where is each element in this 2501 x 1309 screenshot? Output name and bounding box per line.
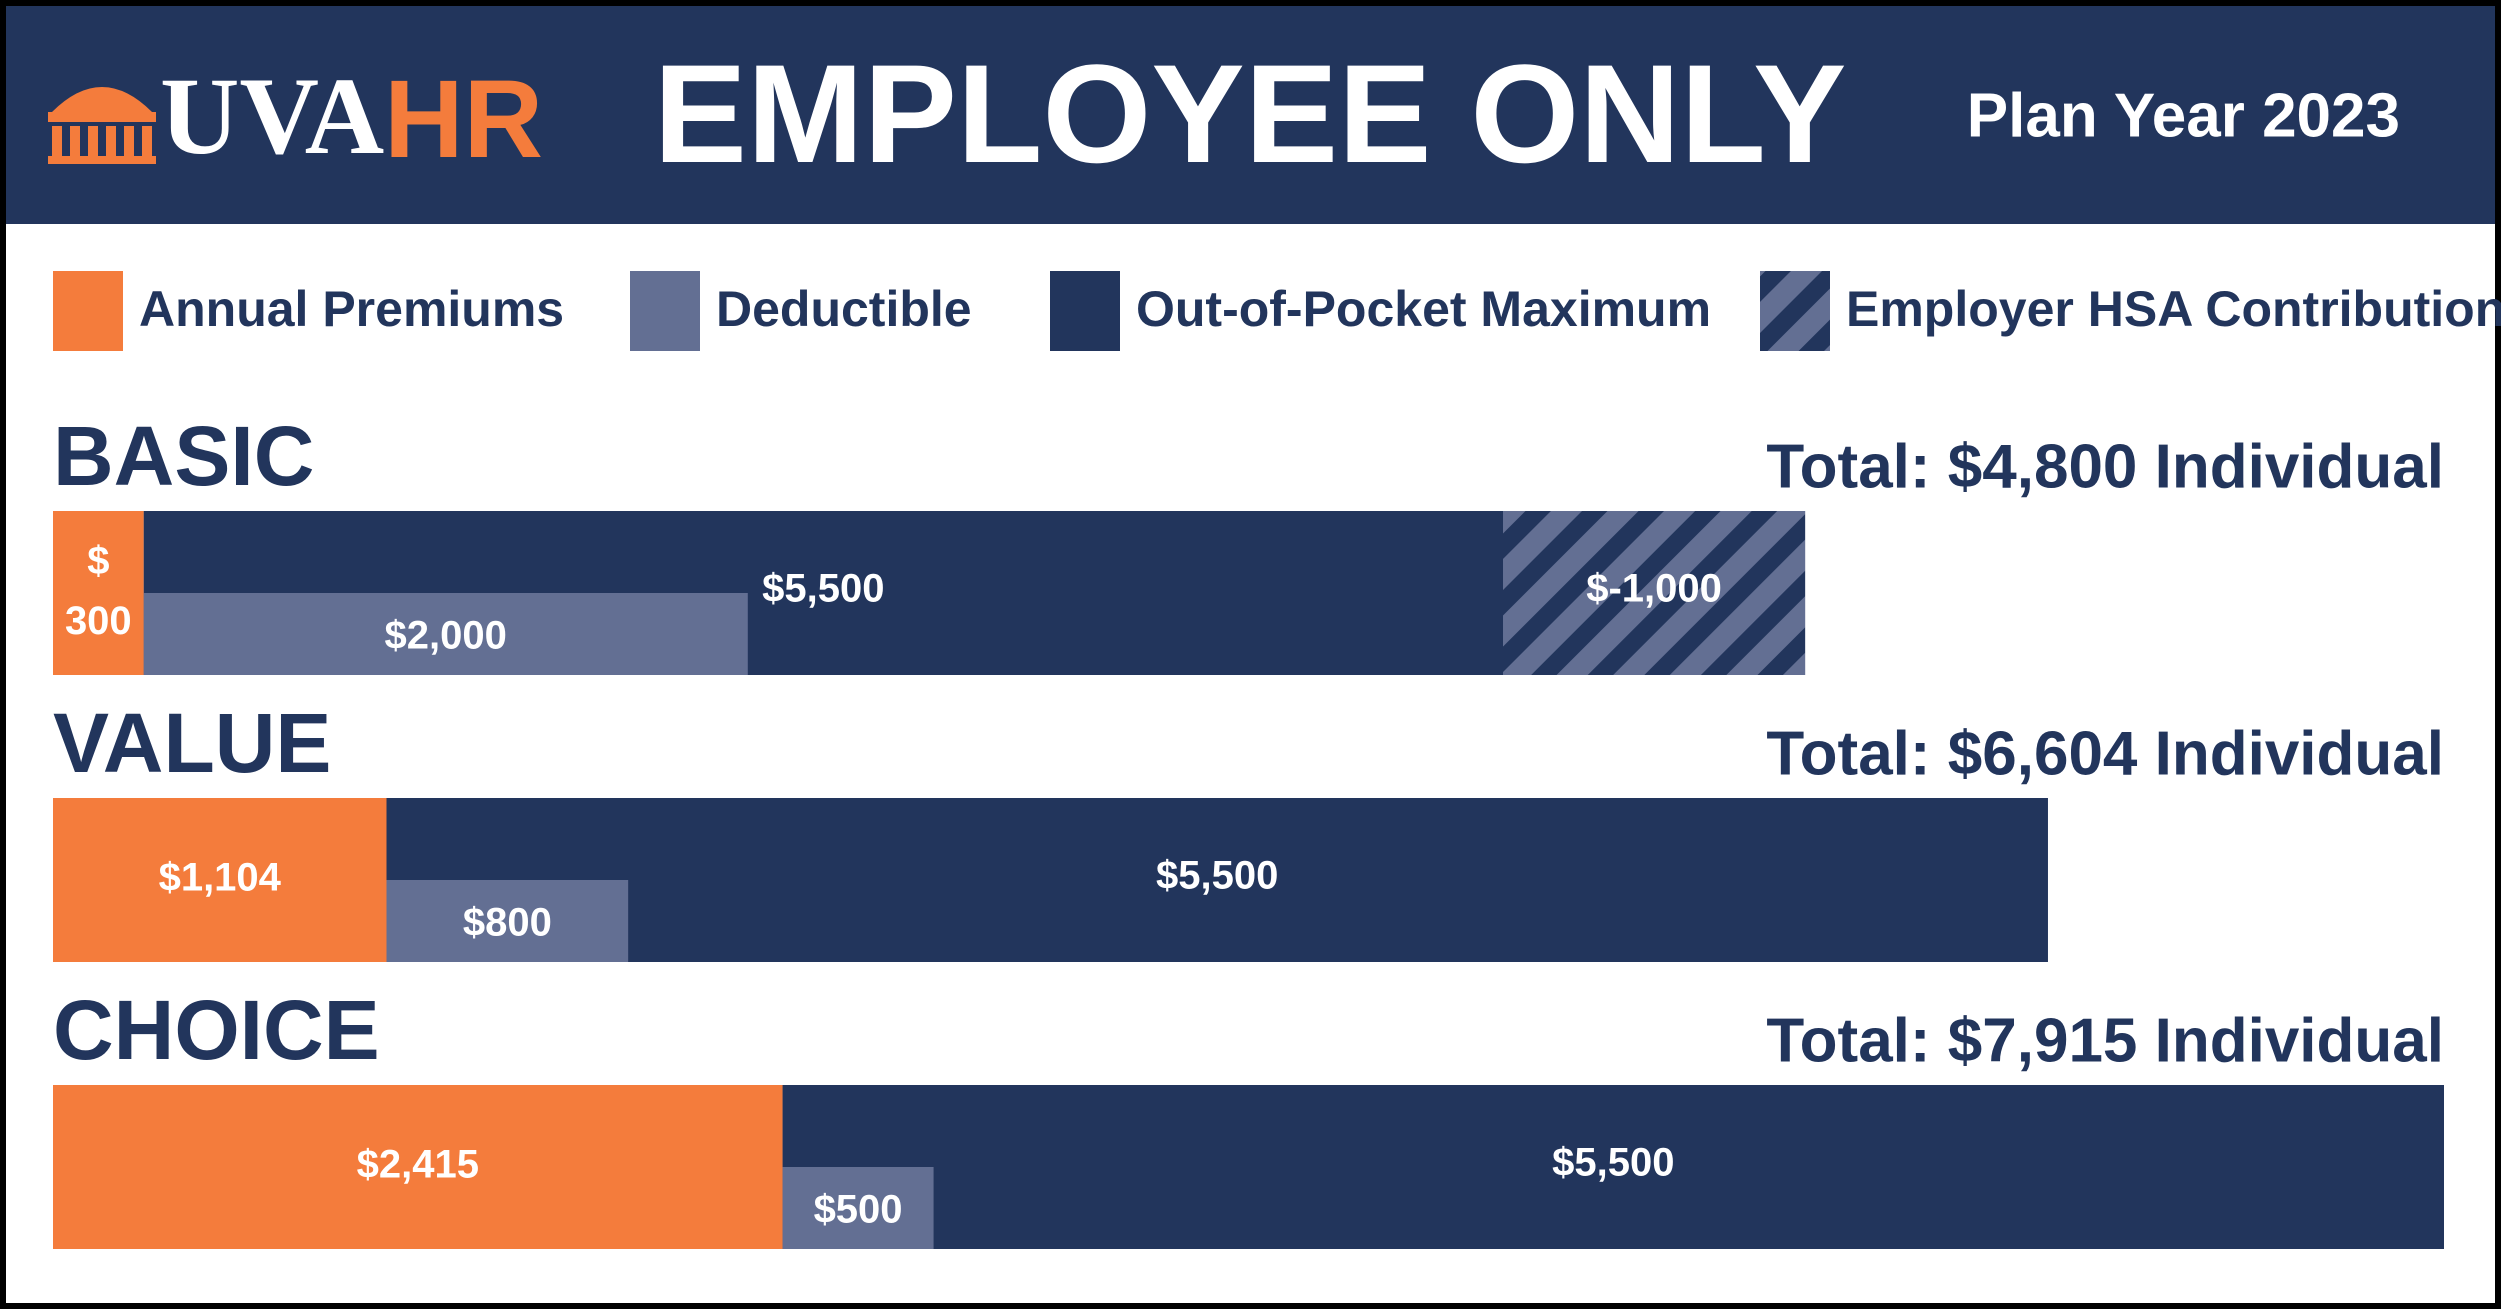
- oop-bar: [386, 798, 2048, 962]
- legend-label: Deductible: [716, 281, 972, 337]
- legend-label: Employer HSA Contribution: [1846, 281, 2501, 337]
- logo-uva: UVA: [160, 55, 384, 177]
- chart-title: EMPLOYEE ONLY: [654, 35, 1847, 192]
- logo-hr: HR: [384, 58, 543, 181]
- chart-subtitle: Plan Year 2023: [1967, 81, 2400, 150]
- premium-label-line: $: [87, 539, 109, 583]
- legend-swatch: [53, 271, 123, 351]
- premium-label: $300: [65, 539, 132, 643]
- premium-bar: [53, 1085, 783, 1249]
- category-label: VALUE: [53, 696, 331, 790]
- premium-label-line: 300: [65, 599, 132, 643]
- header: [6, 6, 2495, 224]
- premium-bar: [53, 798, 387, 962]
- deductible-label: $800: [463, 901, 552, 945]
- logo-icon: [48, 87, 156, 164]
- hsa-label: $-1,000: [1586, 567, 1722, 611]
- oop-label: $5,500: [1156, 854, 1278, 898]
- deductible-label: $2,000: [385, 614, 507, 658]
- oop-bar: [782, 1085, 2444, 1249]
- logo-text: UVAHR: [160, 55, 543, 181]
- category-label: CHOICE: [53, 983, 380, 1077]
- total-label: Total: $7,915 Individual: [1766, 1006, 2444, 1075]
- legend-swatch: [1760, 271, 1830, 351]
- legend-label: Annual Premiums: [139, 281, 564, 337]
- total-label: Total: $4,800 Individual: [1766, 432, 2444, 501]
- deductible-bar: [782, 1167, 934, 1249]
- premium-label: $1,104: [159, 856, 282, 900]
- deductible-label: $500: [814, 1188, 903, 1232]
- legend-swatch: [1050, 271, 1120, 351]
- category-label: BASIC: [53, 409, 314, 503]
- legend-swatch: [630, 271, 700, 351]
- hsa-bar: [1503, 511, 1806, 675]
- premium-label: $2,415: [357, 1143, 479, 1187]
- deductible-bar: [386, 880, 629, 962]
- deductible-bar: [143, 593, 748, 675]
- total-label: Total: $6,604 Individual: [1766, 719, 2444, 788]
- oop-label: $5,500: [762, 567, 884, 611]
- legend-label: Out-of-Pocket Maximum: [1136, 281, 1711, 337]
- premium-bar: [53, 511, 144, 675]
- oop-label: $5,500: [1552, 1141, 1674, 1185]
